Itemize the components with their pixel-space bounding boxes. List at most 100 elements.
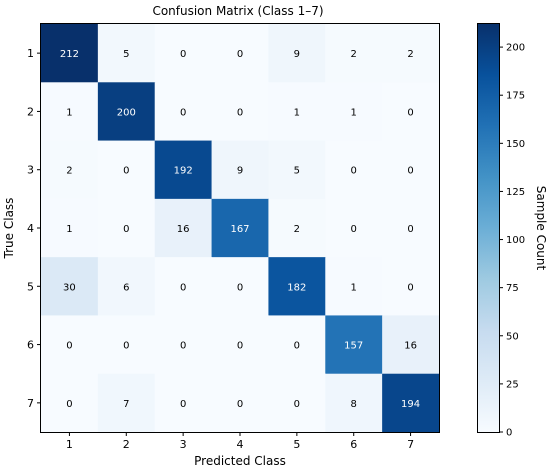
cell-value-label: 0 <box>180 107 186 118</box>
cell-value-label: 1 <box>351 282 357 293</box>
heatmap-cell-r1-c4 <box>211 24 270 83</box>
colorbar-label: Sample Count <box>534 186 548 271</box>
heatmap-cell-r1-c3 <box>154 24 213 83</box>
cell-value-label: 7 <box>123 399 129 410</box>
cell-value-label: 0 <box>237 49 243 60</box>
colorbar-ticks: 0 25 50 75 100 125 150 175 200 <box>499 43 525 439</box>
x-tick-label: 7 <box>407 438 414 451</box>
heatmap-cell-r2-c5 <box>268 82 326 142</box>
heatmap-cell-r7-c1 <box>41 373 99 433</box>
cell-value-label: 9 <box>237 166 243 177</box>
heatmap-cell-r1-c2 <box>97 24 156 83</box>
colorbar-tick-label: 125 <box>506 187 525 198</box>
heatmap-cell-r4-c4 <box>211 198 270 258</box>
heatmap-cell-r4-c5 <box>268 198 326 258</box>
cell-value-label: 2 <box>351 49 357 60</box>
x-axis-ticks: 1 2 3 4 5 6 7 <box>66 432 414 451</box>
heatmap-cell-r2-c3 <box>154 82 213 142</box>
cell-value-label: 6 <box>123 282 129 293</box>
heatmap-cell-r3-c4 <box>211 140 270 200</box>
cell-value-label: 0 <box>237 282 243 293</box>
heatmap-cells <box>41 24 440 433</box>
cell-value-label: 0 <box>180 399 186 410</box>
heatmap-cell-r1-c1 <box>41 24 99 83</box>
colorbar-tick-label: 25 <box>506 379 519 390</box>
y-tick-label: 1 <box>27 47 34 60</box>
heatmap-cell-r4-c1 <box>41 198 99 258</box>
cell-value-label: 1 <box>294 107 300 118</box>
heatmap-cell-r2-c1 <box>41 82 99 142</box>
y-tick-label: 2 <box>27 105 34 118</box>
y-tick-label: 4 <box>27 222 34 235</box>
chart-title: Confusion Matrix (Class 1–7) <box>152 4 323 18</box>
cell-value-label: 157 <box>344 341 363 352</box>
cell-value-label: 0 <box>123 224 129 235</box>
cell-value-label: 1 <box>351 107 357 118</box>
heatmap-cell-r3-c5 <box>268 140 326 200</box>
cell-value-label: 0 <box>123 341 129 352</box>
heatmap-cell-r5-c3 <box>154 257 213 317</box>
cell-value-label: 0 <box>237 341 243 352</box>
cell-value-label: 8 <box>351 399 357 410</box>
y-tick-label: 5 <box>27 280 34 293</box>
heatmap-cell-r7-c6 <box>325 373 383 433</box>
heatmap-cell-r6-c1 <box>41 315 99 375</box>
cell-value-label: 200 <box>117 107 136 118</box>
cell-value-label: 182 <box>287 282 306 293</box>
cell-value-label: 2 <box>66 166 72 177</box>
heatmap-cell-r4-c3 <box>154 198 213 258</box>
cell-value-label: 0 <box>294 341 300 352</box>
cell-value-label: 0 <box>180 341 186 352</box>
cell-value-label: 0 <box>407 166 413 177</box>
heatmap-cell-r2-c2 <box>97 82 156 142</box>
colorbar-tick-label: 175 <box>506 91 525 102</box>
heatmap-cell-r3-c3 <box>154 140 213 200</box>
heatmap-cell-r5-c5 <box>268 257 326 317</box>
cell-value-label: 0 <box>294 399 300 410</box>
heatmap-cell-r5-c4 <box>211 257 270 317</box>
x-tick-label: 2 <box>123 438 130 451</box>
heatmap-cell-r5-c7 <box>382 257 440 317</box>
colorbar-tick-label: 150 <box>506 139 525 150</box>
heatmap-cell-r6-c4 <box>211 315 270 375</box>
cell-value-label: 0 <box>66 341 72 352</box>
heatmap-cell-r1-c5 <box>268 24 326 83</box>
cell-value-label: 0 <box>237 107 243 118</box>
heatmap-cell-r3-c6 <box>325 140 383 200</box>
cell-value-label: 0 <box>351 224 357 235</box>
cell-value-label: 30 <box>63 282 76 293</box>
heatmap-cell-r5-c1 <box>41 257 99 317</box>
cell-value-label: 192 <box>174 166 193 177</box>
heatmap-cell-r7-c3 <box>154 373 213 433</box>
y-tick-label: 7 <box>27 397 34 410</box>
heatmap-cell-r6-c2 <box>97 315 156 375</box>
heatmap-cell-r2-c6 <box>325 82 383 142</box>
cell-value-label: 0 <box>407 224 413 235</box>
colorbar-tick-label: 100 <box>506 235 525 246</box>
colorbar <box>477 23 500 433</box>
cell-value-label: 0 <box>66 399 72 410</box>
heatmap-cell-r2-c4 <box>211 82 270 142</box>
heatmap-cell-r3-c2 <box>97 140 156 200</box>
heatmap-cell-r6-c7 <box>382 315 440 375</box>
heatmap-cell-r4-c2 <box>97 198 156 258</box>
heatmap-cell-r7-c7 <box>382 373 440 433</box>
x-tick-label: 5 <box>293 438 300 451</box>
heatmap-cell-r6-c6 <box>325 315 383 375</box>
heatmap-cell-r1-c7 <box>382 24 440 83</box>
x-tick-label: 4 <box>237 438 244 451</box>
cell-value-label: 16 <box>404 341 417 352</box>
cell-value-label: 0 <box>237 399 243 410</box>
cell-value-label: 5 <box>123 49 129 60</box>
cell-labels: 212 5 0 0 9 2 21 200 0 0 1 1 02 0 192 9 5 0 01 0 16 167 2 0 030 6… <box>60 49 420 410</box>
cell-value-label: 194 <box>401 399 420 410</box>
heatmap-cell-r3-c7 <box>382 140 440 200</box>
y-axis-ticks: 1 2 3 4 5 6 7 <box>27 47 41 410</box>
heatmap-cell-r7-c2 <box>97 373 156 433</box>
y-axis-label: True Class <box>2 198 16 260</box>
heatmap-cell-r4-c6 <box>325 198 383 258</box>
heatmap-cell-r2-c7 <box>382 82 440 142</box>
cell-value-label: 1 <box>66 107 72 118</box>
colorbar-tick-label: 200 <box>506 43 525 54</box>
